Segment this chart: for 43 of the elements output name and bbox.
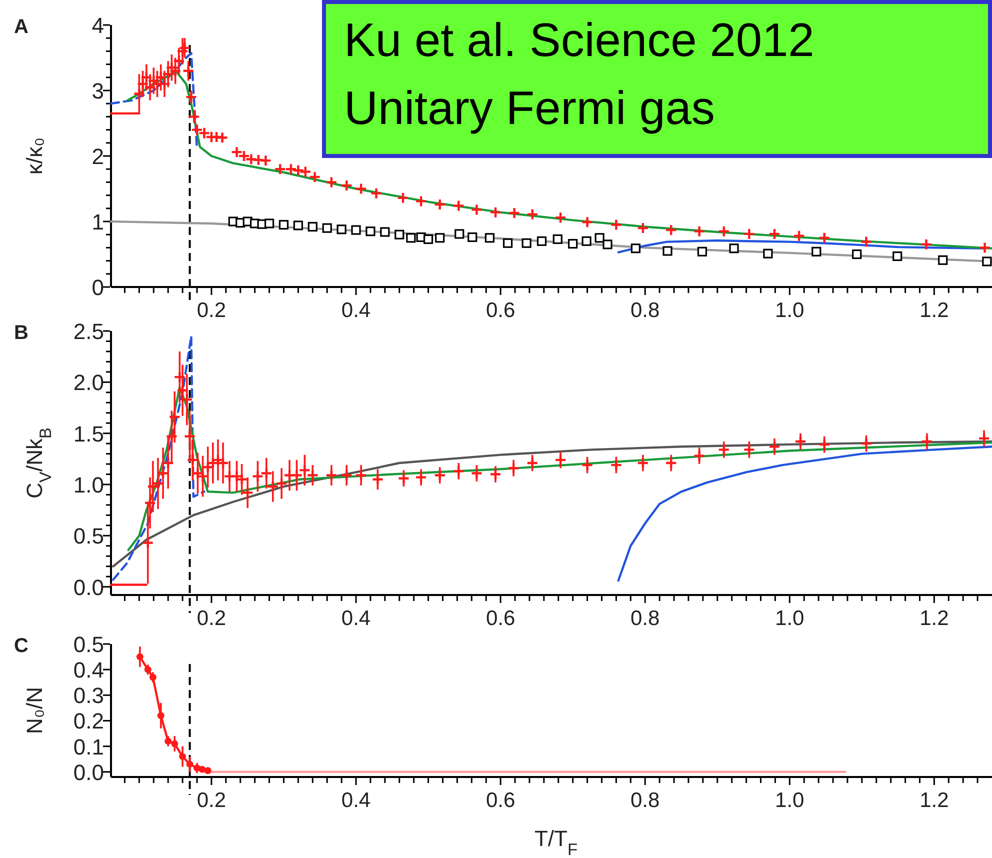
- x-tick-label: 0.4: [341, 789, 371, 812]
- y-tick-label: 1: [92, 210, 104, 234]
- y-axis-title: N₀/N: [22, 686, 47, 734]
- x-axis-title: T/T$_{F}$: [534, 826, 578, 858]
- y-tick-label: 0.5: [73, 524, 104, 549]
- y-tick-label: 0.0: [73, 574, 104, 600]
- x-tick-label: 0.6: [486, 789, 516, 812]
- y-tick-label: 0: [92, 275, 104, 300]
- x-tick-label: 0.6: [486, 607, 516, 630]
- y-tick-label: 0.1: [73, 734, 104, 760]
- y-tick-label: 1.0: [73, 472, 104, 498]
- x-tick-label: 0.8: [630, 299, 660, 322]
- x-tick-label: 0.2: [196, 299, 226, 322]
- y-tick-label: 0.3: [73, 683, 104, 708]
- x-tick-label: 0.2: [196, 607, 226, 630]
- y-tick-label: 2.5: [73, 319, 104, 344]
- y-tick-label: 0.2: [73, 708, 104, 734]
- x-tick-label: 1.0: [775, 299, 804, 322]
- text: B: [14, 322, 28, 344]
- y-tick-label: 0.0: [73, 760, 104, 785]
- y-tick-label: 3: [92, 78, 104, 104]
- x-tick-label: 1.2: [920, 299, 949, 322]
- y-tick-label: 2.0: [73, 370, 104, 396]
- x-tick-label: 0.2: [196, 789, 226, 812]
- x-tick-label: 0.8: [630, 607, 660, 630]
- y-tick-label: 0.4: [73, 658, 104, 683]
- x-tick-label: 0.4: [341, 607, 371, 630]
- x-tick-label: 1.0: [775, 789, 804, 812]
- annotation: Unitary Fermi gas: [344, 81, 715, 134]
- x-tick-label: 0.4: [341, 299, 371, 322]
- y-tick-label: 2: [92, 144, 104, 169]
- y-tick-label: 0.5: [73, 632, 104, 657]
- y-tick-label: 4: [92, 13, 104, 38]
- x-tick-label: 0.8: [630, 789, 660, 812]
- x-tick-label: 1.2: [920, 789, 949, 812]
- text: C: [14, 635, 28, 657]
- text: A: [14, 16, 28, 38]
- y-axis-title: κ/κ₀: [22, 137, 47, 175]
- x-tick-label: 1.0: [775, 607, 804, 630]
- annotation: Ku et al. Science 2012: [344, 13, 814, 66]
- y-tick-label: 1.5: [73, 421, 104, 446]
- x-tick-label: 1.2: [920, 607, 949, 630]
- x-tick-label: 0.6: [486, 299, 516, 322]
